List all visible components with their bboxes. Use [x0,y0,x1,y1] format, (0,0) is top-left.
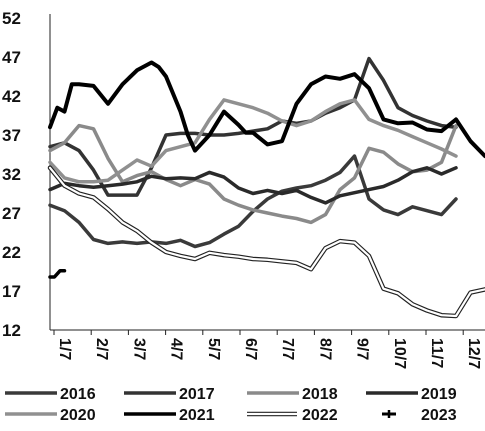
x-tick-label: 4/7 [168,338,185,360]
x-tick-label: 12/7 [465,338,482,369]
legend-label: 2018 [302,386,338,403]
legend-item-2016: 2016 [5,386,96,403]
legend-label: 2019 [421,386,457,403]
y-tick-label: 47 [2,48,21,67]
x-tick-label: 10/7 [391,338,408,369]
y-tick-label: 32 [2,165,21,184]
y-tick-label: 52 [2,9,21,28]
legend: 2016 2017 2018 2019 2020 2021 2022 2023 [5,386,457,424]
legend-label: 2023 [421,407,457,424]
y-tick-label: 42 [2,87,21,106]
series-lines [47,56,485,319]
legend-item-2017: 2017 [124,386,215,403]
x-tick-label: 1/7 [56,338,73,360]
y-tick-label: 27 [2,204,21,223]
legend-item-2022: 2022 [247,407,338,424]
legend-label: 2021 [179,407,215,424]
y-tick-label: 37 [2,126,21,145]
x-tick-label: 3/7 [130,338,147,360]
y-tick-label: 17 [2,282,21,301]
legend-item-2019: 2019 [366,386,457,403]
series-line-2016 [48,154,458,249]
axes: 52 47 42 37 32 27 22 17 12 1/7 2/7 3/7 4/7 5/7 6/7 7/7 8… [2,9,485,369]
x-tick-label: 9/7 [354,338,371,360]
x-tick-label: 7/7 [279,338,296,360]
series-line-2022 [48,166,485,318]
legend-label: 2017 [179,386,215,403]
legend-label: 2020 [60,407,96,424]
legend-label: 2016 [60,386,96,403]
series-line-2020 [48,98,458,184]
x-tick-label: 8/7 [316,338,333,360]
x-tick-label: 6/7 [242,338,259,360]
series-line-2017 [48,56,458,197]
x-tick-label: 5/7 [205,338,222,360]
legend-label: 2022 [302,407,338,424]
series-line-2018 [48,123,458,225]
legend-item-2021: 2021 [124,407,215,424]
legend-item-2023: 2023 [382,407,457,424]
series-line-2021 [48,60,485,159]
legend-item-2018: 2018 [247,386,338,403]
series-line-2019 [48,166,458,205]
series-line-2023 [48,268,67,279]
legend-item-2020: 2020 [5,407,96,424]
y-tick-label: 12 [2,321,21,340]
x-tick-label: 2/7 [93,338,110,360]
x-tick-label: 11/7 [428,338,445,368]
y-tick-label: 22 [2,243,21,262]
